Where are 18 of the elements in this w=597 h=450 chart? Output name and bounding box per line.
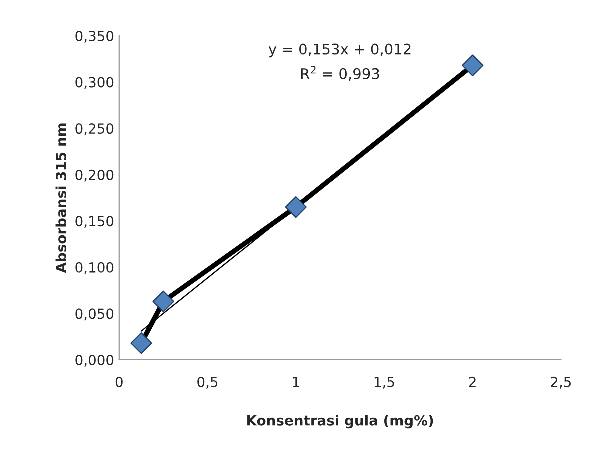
y-tick-label: 0,050 bbox=[76, 308, 114, 321]
y-tick-label: 0,150 bbox=[76, 216, 114, 228]
y-tick-label: 0,100 bbox=[76, 262, 114, 274]
x-tick-label: 2 bbox=[469, 376, 476, 388]
annotation: R$^{2}$ = 0,993 bbox=[301, 66, 380, 81]
x-tick-label: 0 bbox=[116, 376, 123, 388]
x-tick-label: 1 bbox=[293, 377, 300, 388]
x-tick-label: 0,5 bbox=[198, 376, 218, 389]
y-tick-label: 0,000 bbox=[76, 354, 114, 367]
x-tick-label: 2,5 bbox=[551, 376, 572, 389]
y-tick-label: 0,250 bbox=[76, 124, 114, 136]
annotation: y = 0,153x + 0,012 bbox=[268, 44, 411, 58]
y-axis-title: Absorbansi 315 nm bbox=[56, 124, 67, 274]
x-axis-title: Konsentrasi gula (mg%) bbox=[248, 415, 434, 429]
y-tick-label: 0,300 bbox=[76, 77, 114, 90]
y-tick-label: 0,350 bbox=[76, 30, 114, 43]
x-tick-label: 1,5 bbox=[374, 377, 394, 389]
y-tick-label: 0,200 bbox=[76, 170, 114, 182]
